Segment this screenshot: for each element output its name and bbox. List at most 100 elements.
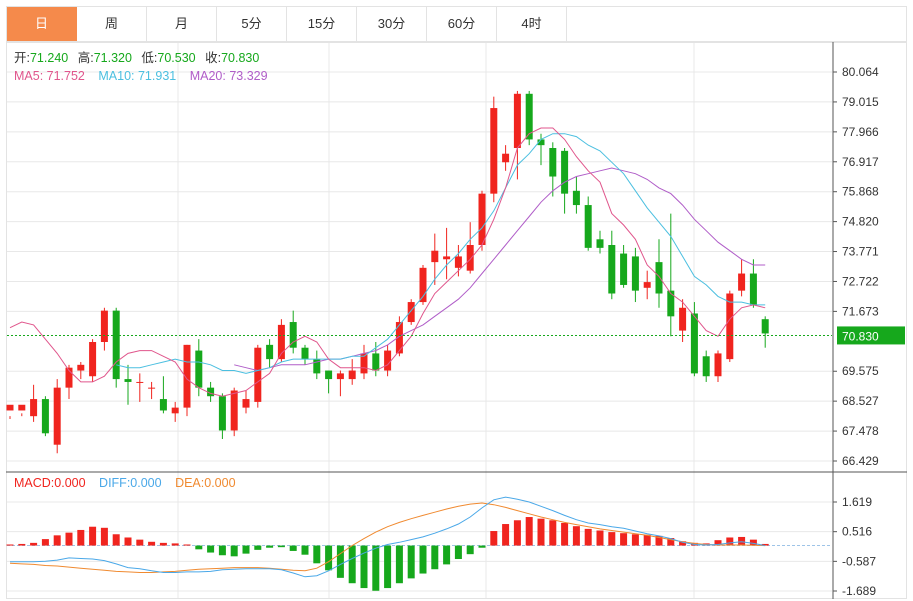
price-tick-label: 71.673 — [842, 304, 879, 318]
tab-day[interactable]: 日 — [7, 7, 77, 41]
ohlc-readout: 开:71.240 高:71.320 低:70.530 收:70.830 — [14, 50, 259, 65]
period-tabs: 日 周 月 5分 15分 30分 60分 4时 — [6, 6, 907, 42]
candle-body — [372, 353, 380, 371]
macd-bar — [431, 545, 439, 570]
candle-body — [643, 282, 651, 288]
macd-bar — [738, 536, 746, 546]
macd-bar — [443, 545, 451, 565]
candle-body — [714, 353, 722, 377]
candle-body — [336, 373, 344, 380]
macd-bar — [53, 535, 61, 546]
ma20-label: MA20: — [190, 69, 230, 83]
candle-body — [100, 310, 108, 343]
last-price-tag — [837, 326, 905, 345]
macd-tick-label: 0.516 — [842, 525, 872, 539]
candle-body — [502, 153, 510, 163]
macd-bar — [301, 545, 309, 555]
candle-body — [407, 302, 415, 323]
candle-body — [159, 399, 167, 411]
tab-15min[interactable]: 15分 — [287, 7, 357, 41]
macd-bar — [65, 532, 73, 546]
macd-bar — [572, 526, 580, 546]
macd-bar — [242, 545, 250, 554]
candle-body — [207, 387, 215, 397]
macd-bar — [655, 535, 663, 546]
macd-bar — [561, 522, 569, 546]
candle-body — [89, 342, 97, 377]
macd-bar — [77, 529, 85, 546]
candle-body — [395, 322, 403, 354]
tab-5min[interactable]: 5分 — [217, 7, 287, 41]
macd-bar — [584, 528, 592, 546]
ma10-value: 71.931 — [138, 69, 176, 83]
candle-body — [360, 353, 368, 374]
candle-body — [171, 407, 179, 414]
macd-bar — [336, 545, 344, 578]
candle-body — [384, 350, 392, 371]
macd-bar — [289, 545, 297, 551]
diff-label: DIFF: — [99, 476, 130, 490]
candle-body — [525, 93, 533, 140]
candle-body — [679, 307, 687, 331]
candle-body — [124, 379, 132, 382]
open-label: 开: — [14, 51, 30, 65]
tab-30min[interactable]: 30分 — [357, 7, 427, 41]
price-tick-label: 72.722 — [842, 274, 879, 288]
high-label: 高: — [78, 50, 94, 65]
candle-body — [749, 273, 757, 305]
diff-value: 0.000 — [130, 476, 161, 490]
candle-body — [77, 364, 85, 371]
macd-bar — [89, 526, 97, 546]
ma10-label: MA10: — [98, 69, 138, 83]
macd-bar — [407, 545, 415, 579]
candle-body — [419, 267, 427, 303]
price-tick-label: 69.575 — [842, 364, 879, 378]
macd-bar — [643, 534, 651, 546]
macd-bar — [513, 520, 521, 546]
macd-bar — [124, 537, 132, 546]
last-price-label: 70.830 — [842, 329, 879, 343]
ma20-line — [234, 167, 766, 372]
macd-bar — [266, 545, 274, 548]
macd-bar — [384, 545, 392, 589]
open-value: 71.240 — [30, 51, 68, 65]
macd-bar — [277, 545, 285, 548]
tab-month[interactable]: 月 — [147, 7, 217, 41]
candle-body — [549, 148, 557, 177]
macd-bar — [254, 545, 262, 550]
candle-body — [454, 256, 462, 268]
candle-body — [702, 356, 710, 377]
candle-body — [478, 193, 486, 246]
last-price-marker: 70.830 — [7, 326, 905, 345]
macd-bar — [502, 524, 510, 546]
candle-body — [148, 387, 156, 389]
candle-body — [6, 404, 14, 411]
dea-line — [9, 502, 766, 573]
macd-bar — [667, 538, 675, 546]
macd-bar — [395, 545, 403, 584]
tab-week[interactable]: 周 — [77, 7, 147, 41]
candle-body — [655, 262, 663, 294]
candle-body — [608, 245, 616, 294]
macd-bar — [348, 545, 356, 584]
macd-value: 0.000 — [54, 476, 85, 490]
macd-bar — [631, 534, 639, 546]
high-value: 71.320 — [94, 51, 132, 65]
tab-60min[interactable]: 60分 — [427, 7, 497, 41]
price-tick-label: 66.429 — [842, 454, 879, 468]
tab-4hour[interactable]: 4时 — [497, 7, 567, 41]
candle-body — [242, 399, 250, 408]
macd-bar — [608, 532, 616, 546]
candle-body — [65, 367, 73, 388]
ma5-label: MA5: — [14, 69, 47, 83]
macd-readout: MACD:0.000 DIFF:0.000 DEA:0.000 — [14, 476, 236, 490]
candle-body — [266, 344, 274, 360]
candle-body — [443, 256, 451, 260]
candle-body — [537, 139, 545, 146]
price-tick-label: 77.966 — [842, 125, 879, 139]
candle-body — [230, 390, 238, 431]
macd-bar — [714, 540, 722, 546]
macd-tick-label: -1.689 — [842, 584, 876, 598]
candle-body — [761, 319, 769, 334]
